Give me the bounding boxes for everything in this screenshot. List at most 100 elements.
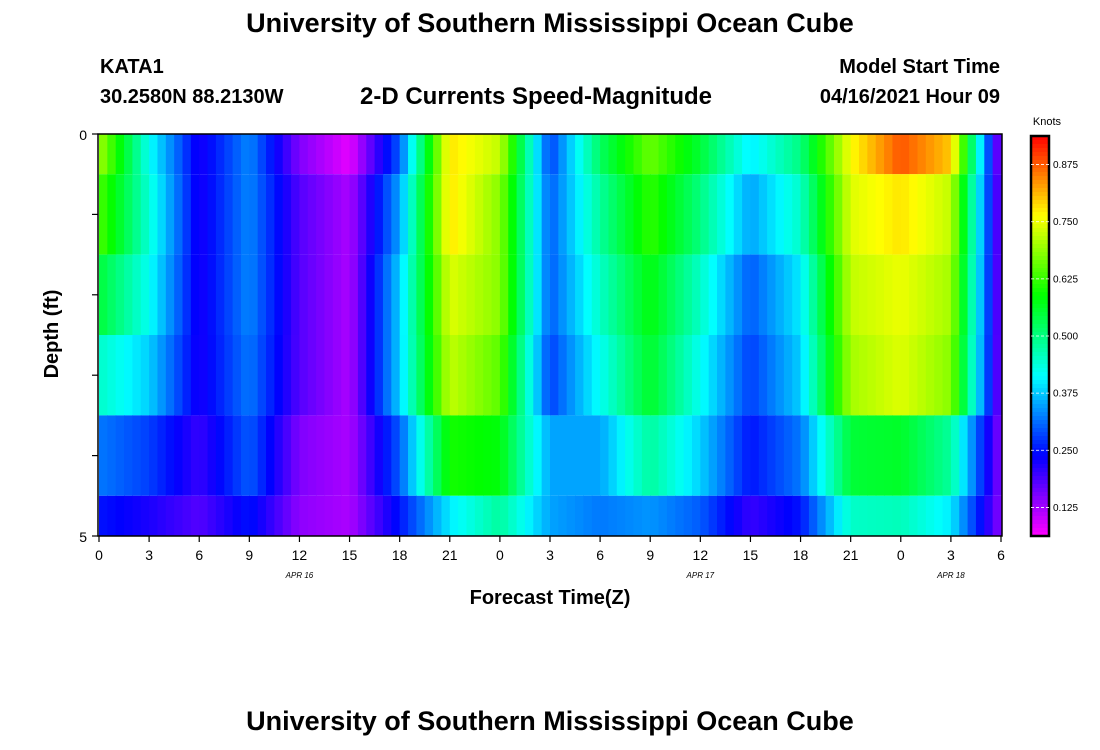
heatmap-cell bbox=[449, 415, 459, 496]
colorbar-segment bbox=[1031, 264, 1049, 269]
heatmap-cell bbox=[291, 415, 301, 496]
heatmap-cell bbox=[700, 495, 710, 536]
heatmap-cell bbox=[332, 495, 342, 536]
colorbar-segment bbox=[1031, 500, 1049, 505]
heatmap-cell bbox=[967, 495, 977, 536]
heatmap-cell bbox=[190, 174, 200, 255]
colorbar-segment bbox=[1031, 260, 1049, 265]
heatmap-cell bbox=[959, 415, 969, 496]
colorbar-tick-label: 0.625 bbox=[1053, 274, 1078, 285]
colorbar-tick-label: 0.750 bbox=[1053, 217, 1078, 228]
heatmap-cell bbox=[633, 495, 643, 536]
heatmap-cell bbox=[566, 134, 576, 175]
heatmap-cell bbox=[992, 415, 1002, 496]
heatmap-cell bbox=[274, 134, 284, 175]
heatmap-cell bbox=[165, 174, 175, 255]
heatmap-cell bbox=[341, 335, 351, 416]
heatmap-cell bbox=[483, 335, 493, 416]
heatmap-cell bbox=[533, 134, 543, 175]
heatmap-cell bbox=[408, 134, 417, 175]
heatmap-cell bbox=[842, 415, 852, 496]
heatmap-cell bbox=[892, 415, 902, 496]
heatmap-cell bbox=[675, 174, 685, 255]
colorbar-segment bbox=[1031, 380, 1049, 385]
heatmap-cell bbox=[424, 174, 434, 255]
heatmap-cell bbox=[232, 335, 242, 416]
colorbar-segment bbox=[1031, 272, 1049, 277]
heatmap-cell bbox=[299, 415, 309, 496]
heatmap-cell bbox=[499, 495, 509, 536]
heatmap-cell bbox=[666, 134, 676, 175]
heatmap-cell bbox=[266, 254, 275, 335]
heatmap-cell bbox=[733, 174, 743, 255]
heatmap-cell bbox=[99, 134, 108, 175]
heatmap-cell bbox=[458, 174, 468, 255]
heatmap-cell bbox=[132, 415, 142, 496]
colorbar-segment bbox=[1031, 328, 1049, 333]
heatmap-cell bbox=[558, 174, 568, 255]
colorbar-segment bbox=[1031, 212, 1049, 217]
colorbar-segment bbox=[1031, 140, 1049, 145]
heatmap-cell bbox=[600, 415, 610, 496]
colorbar-segment bbox=[1031, 304, 1049, 309]
heatmap-cell bbox=[366, 335, 376, 416]
heatmap-cell bbox=[165, 254, 175, 335]
heatmap-cell bbox=[942, 495, 952, 536]
heatmap-cell bbox=[967, 174, 977, 255]
heatmap-cell bbox=[616, 134, 626, 175]
heatmap-cell bbox=[942, 254, 952, 335]
colorbar-segment bbox=[1031, 168, 1049, 173]
heatmap-cell bbox=[783, 495, 793, 536]
heatmap-cell bbox=[232, 134, 242, 175]
heatmap-cell bbox=[708, 495, 718, 536]
heatmap-cell bbox=[249, 134, 259, 175]
heatmap-cell bbox=[516, 415, 526, 496]
colorbar-segment bbox=[1031, 496, 1049, 501]
heatmap-cell bbox=[850, 495, 860, 536]
heatmap-cell bbox=[817, 254, 827, 335]
heatmap-cell bbox=[767, 254, 777, 335]
colorbar-segment bbox=[1031, 352, 1049, 357]
heatmap-cell bbox=[900, 335, 910, 416]
heatmap-cell bbox=[508, 335, 518, 416]
colorbar-tick-label: 0.375 bbox=[1053, 389, 1078, 400]
heatmap-cell bbox=[224, 495, 234, 536]
heatmap-cell bbox=[466, 134, 476, 175]
x-axis: 0 3 6 9 12 15 18 21 0 3 6 9 12 15 18 21 0 3 6 APR 16 APR 17 A… bbox=[95, 536, 1005, 580]
heatmap-cell bbox=[99, 495, 108, 536]
heatmap-cell bbox=[524, 415, 534, 496]
heatmap-cells bbox=[99, 134, 1002, 536]
heatmap-cell bbox=[950, 134, 960, 175]
heatmap-cell bbox=[533, 415, 543, 496]
colorbar-segment bbox=[1031, 528, 1049, 533]
x-tick-label: 6 bbox=[997, 547, 1005, 563]
colorbar-segment bbox=[1031, 268, 1049, 273]
heatmap-cell bbox=[408, 335, 417, 416]
heatmap-cell bbox=[742, 415, 752, 496]
heatmap-cell bbox=[382, 174, 392, 255]
x-tick-label: 18 bbox=[392, 547, 408, 563]
heatmap-cell bbox=[817, 495, 827, 536]
heatmap-cell bbox=[650, 415, 660, 496]
heatmap-cell bbox=[892, 254, 902, 335]
heatmap-cell bbox=[291, 335, 301, 416]
heatmap-cell bbox=[591, 174, 601, 255]
station-coordinates: 30.2580N 88.2130W bbox=[100, 86, 284, 108]
heatmap-cell bbox=[925, 174, 935, 255]
x-tick-label: 9 bbox=[646, 547, 654, 563]
heatmap-cell bbox=[808, 134, 818, 175]
heatmap-cell bbox=[132, 134, 142, 175]
heatmap-cell bbox=[182, 415, 192, 496]
heatmap-cell bbox=[349, 134, 359, 175]
heatmap-cell bbox=[140, 415, 150, 496]
heatmap-cell bbox=[691, 335, 701, 416]
heatmap-cell bbox=[324, 495, 334, 536]
heatmap-cell bbox=[641, 174, 651, 255]
heatmap-cell bbox=[140, 335, 150, 416]
heatmap-cell bbox=[550, 495, 559, 536]
heatmap-cell bbox=[900, 134, 910, 175]
heatmap-cell bbox=[399, 495, 409, 536]
heatmap-cell bbox=[842, 254, 852, 335]
heatmap-cell bbox=[341, 495, 351, 536]
heatmap-cell bbox=[174, 134, 184, 175]
